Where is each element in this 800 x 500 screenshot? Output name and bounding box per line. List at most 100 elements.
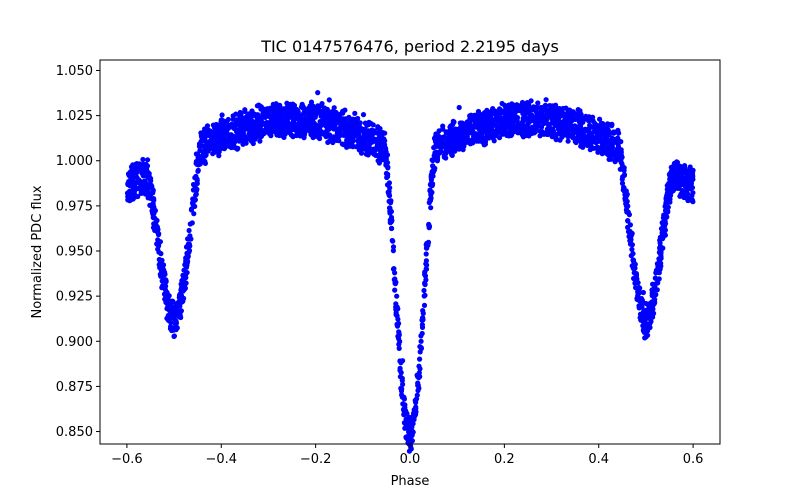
data-point <box>405 436 411 442</box>
x-tick-label: 0.0 <box>400 452 421 467</box>
data-point <box>557 137 563 143</box>
data-point <box>392 287 398 293</box>
data-point <box>317 123 324 129</box>
data-point <box>198 130 204 136</box>
data-point <box>385 171 391 177</box>
data-point <box>313 112 319 118</box>
data-point <box>420 310 426 316</box>
data-point <box>460 147 466 153</box>
data-point <box>218 117 224 123</box>
data-point <box>674 159 681 166</box>
data-point <box>436 128 442 134</box>
data-point <box>479 120 485 126</box>
data-point <box>375 124 381 130</box>
data-point <box>516 105 522 111</box>
data-point <box>621 172 628 178</box>
data-point <box>237 114 243 120</box>
data-point <box>660 215 667 221</box>
data-point <box>467 113 473 119</box>
data-point <box>140 184 146 190</box>
data-point <box>414 392 420 398</box>
data-point <box>426 225 432 231</box>
data-point <box>168 324 174 330</box>
data-point <box>428 205 434 211</box>
data-point <box>451 119 457 125</box>
data-point <box>486 135 492 141</box>
y-tick-label: 0.975 <box>56 199 93 214</box>
data-point <box>388 200 394 206</box>
data-point <box>219 145 225 151</box>
data-point <box>670 188 676 194</box>
data-point <box>687 186 693 192</box>
x-tick-label: 0.4 <box>588 452 609 467</box>
data-point <box>204 123 211 129</box>
chart-title: TIC 0147576476, period 2.2195 days <box>260 37 559 56</box>
data-point <box>230 144 236 150</box>
data-point <box>379 152 385 159</box>
data-point <box>393 279 399 285</box>
data-point <box>148 195 154 201</box>
data-point <box>325 120 331 126</box>
data-point <box>173 305 179 312</box>
data-point <box>240 117 246 123</box>
data-point <box>629 263 635 269</box>
data-point <box>240 131 246 137</box>
data-point <box>657 240 663 246</box>
data-point <box>294 128 300 134</box>
data-point <box>216 153 222 159</box>
data-point <box>386 191 392 197</box>
data-point <box>428 171 435 177</box>
data-point <box>547 108 553 114</box>
data-point <box>419 330 425 337</box>
data-point <box>428 192 434 198</box>
data-point <box>182 281 188 287</box>
data-point <box>604 133 610 139</box>
data-point <box>587 130 594 136</box>
data-point <box>656 256 662 262</box>
data-point <box>188 236 194 242</box>
data-point <box>667 170 673 177</box>
data-point <box>647 324 653 331</box>
data-point <box>416 385 422 391</box>
data-point <box>553 102 559 108</box>
data-point <box>270 126 276 132</box>
data-point <box>306 128 312 134</box>
data-point <box>413 406 419 412</box>
data-point <box>427 188 433 194</box>
data-point <box>636 297 642 304</box>
data-point <box>632 280 638 286</box>
data-point <box>184 254 190 260</box>
data-point <box>543 107 549 113</box>
data-point <box>417 356 423 362</box>
data-point <box>159 273 165 279</box>
data-point <box>400 358 406 364</box>
data-point <box>418 338 424 344</box>
data-point <box>371 130 377 136</box>
data-point <box>309 107 315 113</box>
y-axis-label: Normalized PDC flux <box>30 185 45 318</box>
data-point <box>606 138 612 144</box>
data-point <box>618 139 624 145</box>
data-point <box>421 302 428 308</box>
data-point <box>195 151 201 157</box>
data-point <box>426 200 432 206</box>
data-point <box>331 105 337 111</box>
data-point <box>390 248 396 254</box>
data-point <box>553 133 559 139</box>
data-point <box>156 249 162 255</box>
data-point <box>583 114 589 120</box>
data-point <box>151 208 157 214</box>
data-point <box>619 176 625 182</box>
data-point <box>191 182 198 188</box>
y-tick-label: 0.850 <box>56 425 93 440</box>
data-point <box>225 138 231 145</box>
data-point <box>660 236 666 242</box>
data-point <box>287 102 293 108</box>
data-point <box>664 205 670 211</box>
data-point <box>668 164 674 170</box>
data-point <box>628 233 634 239</box>
data-point <box>348 139 354 145</box>
data-point <box>160 283 166 289</box>
data-point <box>396 341 402 347</box>
data-point <box>310 118 316 125</box>
